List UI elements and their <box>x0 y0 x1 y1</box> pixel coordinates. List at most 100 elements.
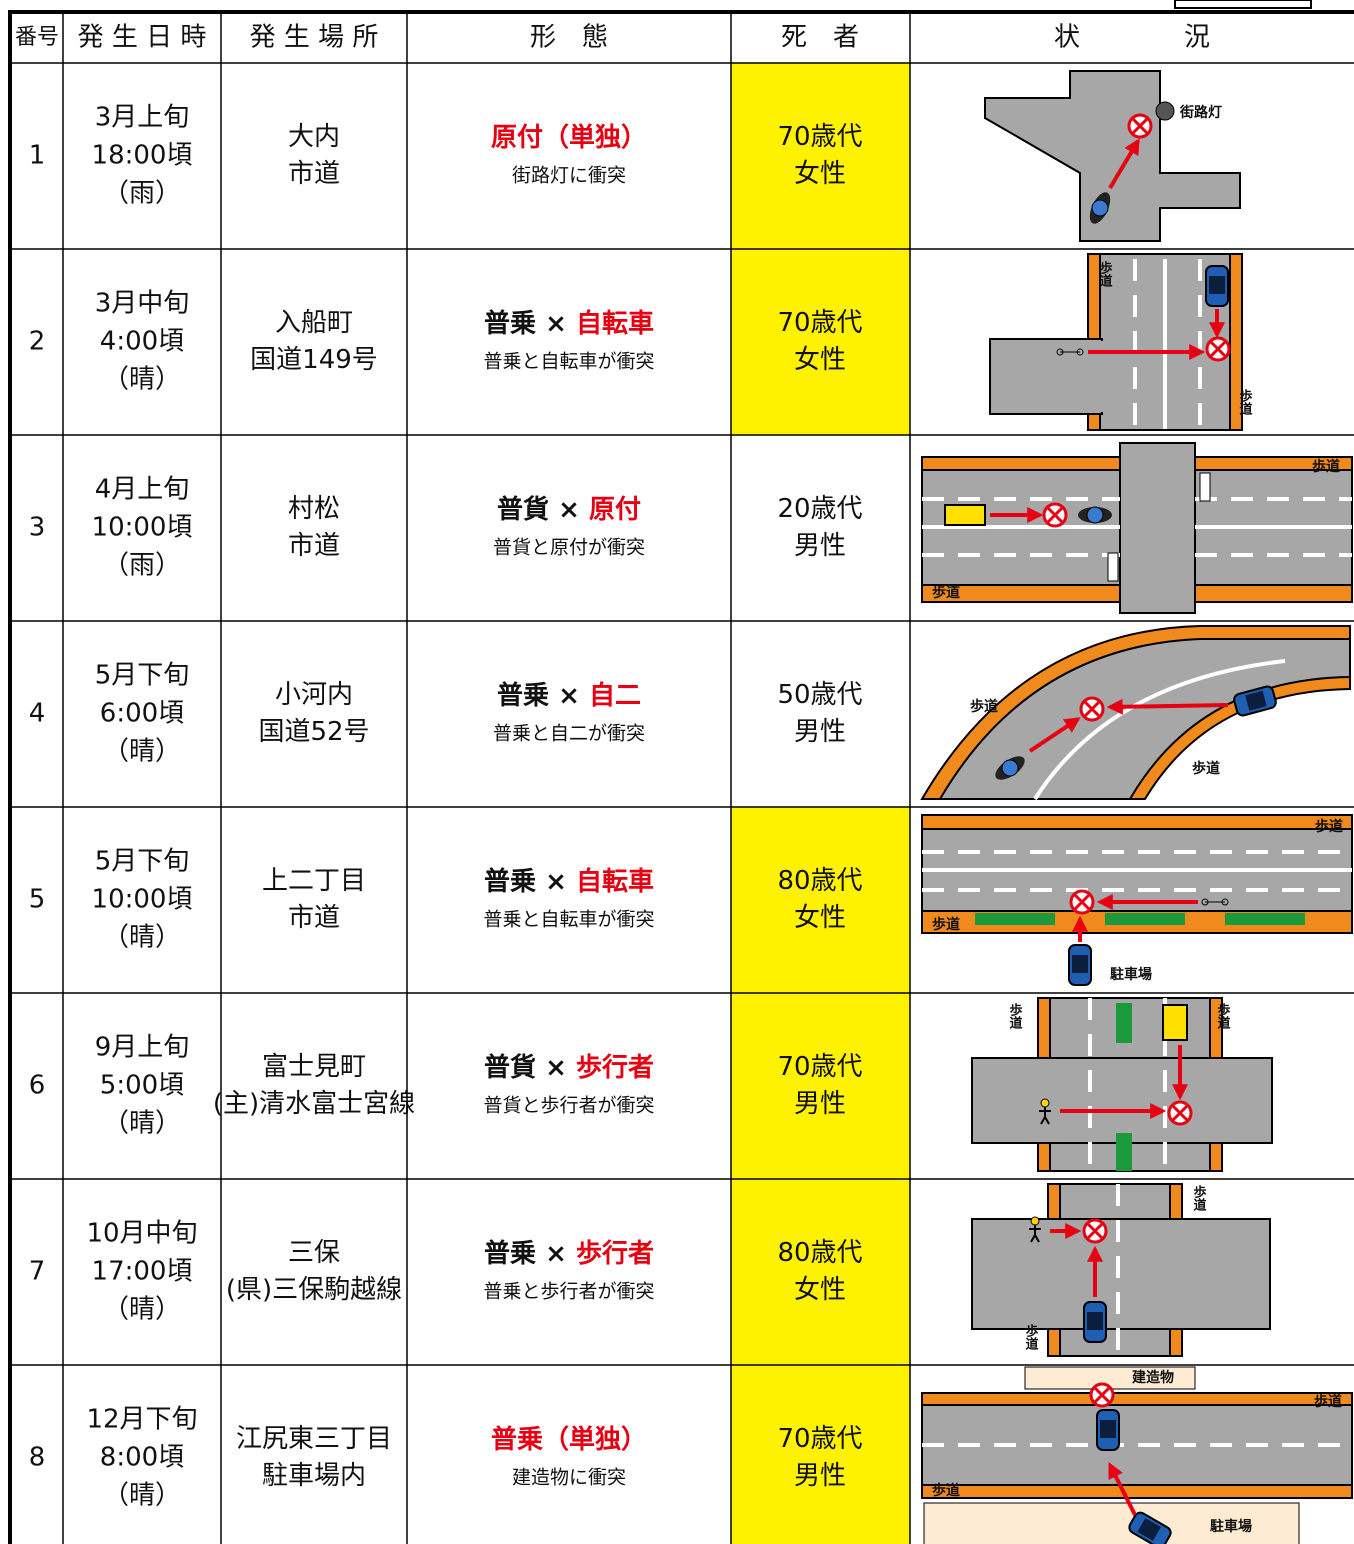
highlight <box>731 249 910 435</box>
date-line: （晴） <box>103 923 181 953</box>
victim-line: 70歳代 <box>777 122 862 152</box>
place-line: 三保 <box>288 1238 340 1268</box>
diagram-label: 駐車場 <box>1210 1518 1252 1535</box>
form-note: 普乗と自二が衝突 <box>493 723 645 745</box>
highlight <box>731 807 910 993</box>
form-part: 歩行者 <box>576 1238 654 1269</box>
diagram-label: 歩道 <box>1315 818 1343 835</box>
form-note: 街路灯に衝突 <box>512 165 626 187</box>
header-cell: 状 況 <box>1054 23 1210 53</box>
form-part: 自転車 <box>576 308 654 339</box>
highlight <box>731 1365 910 1544</box>
form-note: 普貨と原付が衝突 <box>493 537 645 559</box>
place-line: 市道 <box>288 903 340 933</box>
place-line: 江尻東三丁目 <box>236 1424 392 1454</box>
header-cell: 死 者 <box>781 23 859 53</box>
place-line: 小河内 <box>275 680 353 710</box>
date-line: 4月上旬 <box>95 475 190 505</box>
diagram-label: 歩道 <box>932 916 960 933</box>
diagram-label: 歩道 <box>1215 1002 1231 1030</box>
date-line: 4:00頃 <box>100 327 184 357</box>
place-line: 国道52号 <box>258 717 369 747</box>
date-line: （晴） <box>103 1481 181 1511</box>
form-note: 普貨と歩行者が衝突 <box>483 1095 654 1117</box>
date-line: 8:00頃 <box>100 1443 184 1473</box>
row-number: 6 <box>29 1071 46 1101</box>
place-line: (主)清水富士宮線 <box>213 1089 415 1119</box>
diagram-label: 駐車場 <box>1110 966 1152 983</box>
place-line: (県)三保駒越線 <box>226 1275 402 1305</box>
victim-line: 男性 <box>794 1461 846 1491</box>
place-line: 国道149号 <box>250 345 378 375</box>
form-note: 普乗と自転車が衝突 <box>483 351 654 373</box>
corner-box <box>1174 0 1312 9</box>
victim-line: 70歳代 <box>777 1052 862 1082</box>
header-cell: 発 生 場 所 <box>250 23 379 53</box>
date-line: 5月下旬 <box>95 661 190 691</box>
date-line: 12月下旬 <box>86 1405 197 1435</box>
header-cell: 発 生 日 時 <box>78 23 207 53</box>
diagram-1: 街路灯 <box>984 70 1241 242</box>
victim-line: 20歳代 <box>777 494 862 524</box>
form-part: 普貨 × <box>484 1052 576 1083</box>
diagram-label: 歩道 <box>970 698 998 715</box>
diagram-4: 歩道 歩道 <box>920 625 1351 801</box>
diagram-6: 歩道 歩道 <box>971 997 1273 1172</box>
form-title: 原付（単独） <box>491 123 647 153</box>
victim-line: 70歳代 <box>777 308 862 338</box>
date-line: 3月上旬 <box>95 103 190 133</box>
row-number: 4 <box>29 699 46 729</box>
highlight <box>731 63 910 249</box>
row-number: 2 <box>29 327 46 357</box>
date-line: 10月中旬 <box>86 1219 197 1249</box>
form-note: 普乗と歩行者が衝突 <box>483 1281 654 1303</box>
header-cell: 番号 <box>15 25 59 50</box>
form-part: 普乗 × <box>484 866 576 897</box>
victim-line: 女性 <box>794 159 846 189</box>
form-part: 自二 <box>589 680 641 711</box>
row-number: 7 <box>29 1257 46 1287</box>
date-line: 9月上旬 <box>95 1033 190 1063</box>
diagram-2: 歩道 歩道 <box>989 253 1252 431</box>
row-number: 1 <box>29 141 46 171</box>
victim-line: 80歳代 <box>777 866 862 896</box>
highlight <box>731 1179 910 1365</box>
form-title: 普貨 × 歩行者 <box>484 1052 654 1083</box>
diagram-label: 建造物 <box>1132 1369 1174 1386</box>
form-note: 建造物に衝突 <box>512 1467 626 1489</box>
place-line: 村松 <box>288 494 340 524</box>
diagram-7: 歩道 歩道 <box>971 1183 1271 1357</box>
date-line: 5月下旬 <box>95 847 190 877</box>
form-part: 普乗（単独） <box>491 1424 647 1455</box>
date-line: 5:00頃 <box>100 1071 184 1101</box>
form-title: 普乗（単独） <box>491 1424 647 1455</box>
form-part: 普乗 × <box>497 680 589 711</box>
place-line: 大内 <box>288 122 340 152</box>
form-part: 原付（単独） <box>491 123 647 153</box>
date-line: （晴） <box>103 737 181 767</box>
form-title: 普乗 × 歩行者 <box>484 1238 654 1269</box>
diagram-label: 歩道 <box>932 584 960 601</box>
victim-line: 男性 <box>794 717 846 747</box>
date-line: 17:00頃 <box>92 1257 193 1287</box>
diagram-3: 歩道 歩道 <box>921 442 1353 614</box>
date-line: （晴） <box>103 365 181 395</box>
date-line: 18:00頃 <box>92 141 193 171</box>
place-line: 駐車場内 <box>262 1461 366 1491</box>
date-line: 6:00頃 <box>100 699 184 729</box>
form-part: 歩行者 <box>576 1052 654 1083</box>
place-line: 入船町 <box>275 308 353 338</box>
place-line: 市道 <box>288 159 340 189</box>
diagram-label: 歩道 <box>932 1482 960 1499</box>
victim-line: 女性 <box>794 1275 846 1305</box>
row-number: 5 <box>29 885 46 915</box>
form-title: 普乗 × 自転車 <box>484 308 654 339</box>
victim-line: 80歳代 <box>777 1238 862 1268</box>
place-line: 市道 <box>288 531 340 561</box>
victim-line: 男性 <box>794 1089 846 1119</box>
date-line: 3月中旬 <box>95 289 190 319</box>
victim-line: 70歳代 <box>777 1424 862 1454</box>
diagram-label: 歩道 <box>1191 1184 1207 1212</box>
